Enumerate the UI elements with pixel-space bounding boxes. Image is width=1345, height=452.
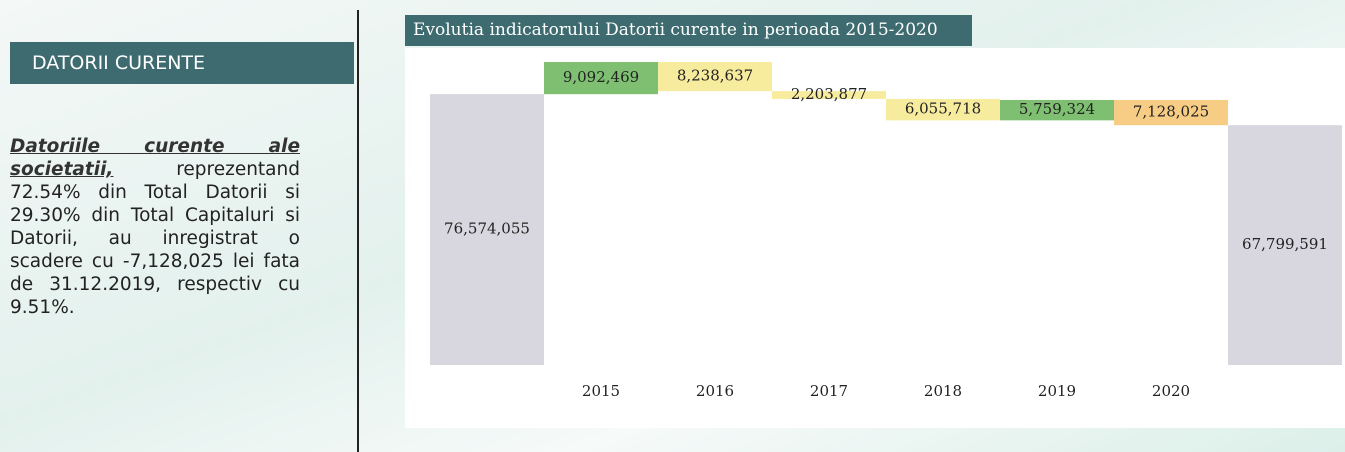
x-tick-label: 2018 (924, 382, 962, 400)
divider (357, 10, 359, 452)
bar (1000, 99, 1114, 121)
total-bar (430, 94, 544, 366)
body-text: reprezentand 72.54% din Total Datorii si… (10, 159, 300, 318)
lead-text: Datoriile curente ale societatii, (10, 136, 300, 180)
total-bar (1228, 125, 1342, 365)
value-label: 5,759,324 (1019, 100, 1095, 118)
value-label: 7,128,025 (1133, 103, 1209, 121)
x-tick-label: 2019 (1038, 382, 1076, 400)
x-tick-label: 2017 (810, 382, 848, 400)
value-label: 9,092,469 (563, 68, 639, 86)
bar (544, 62, 658, 95)
value-label: 6,055,718 (905, 100, 981, 118)
bar (886, 98, 1000, 121)
x-tick-label: 2016 (696, 382, 734, 400)
x-tick-label: 2020 (1152, 382, 1190, 400)
value-label: 67,799,591 (1242, 235, 1328, 253)
section-text: Datoriile curente ale societatii, reprez… (10, 135, 300, 319)
bar (658, 62, 772, 92)
bar (1114, 99, 1228, 126)
x-tick-label: 2015 (582, 382, 620, 400)
bar (772, 91, 886, 99)
chart-title: Evolutia indicatorului Datorii curente i… (405, 15, 972, 46)
section-title: DATORII CURENTE (10, 42, 354, 84)
value-label: 8,238,637 (677, 67, 753, 85)
value-label: 2,203,877 (791, 85, 867, 103)
value-label: 76,574,055 (444, 220, 530, 238)
